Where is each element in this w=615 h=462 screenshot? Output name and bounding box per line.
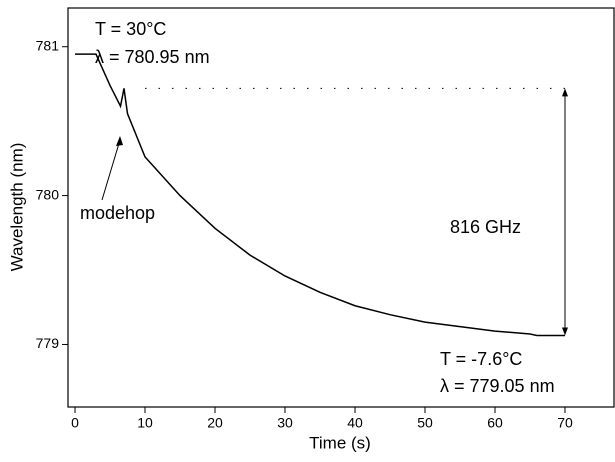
x-tick-label: 30 xyxy=(277,415,293,431)
x-tick-label: 0 xyxy=(71,415,79,431)
annotation: 816 GHz xyxy=(450,217,521,237)
x-tick-label: 10 xyxy=(137,415,153,431)
annotation-arrow xyxy=(101,139,121,201)
x-axis-label: Time (s) xyxy=(309,433,371,452)
x-tick-label: 20 xyxy=(207,415,223,431)
x-tick-label: 40 xyxy=(347,415,363,431)
y-tick-label: 781 xyxy=(36,37,60,53)
x-tick-label: 50 xyxy=(417,415,433,431)
annotation: T = -7.6°C xyxy=(440,349,522,369)
annotation-arrowhead xyxy=(116,136,123,146)
y-axis-label: Wavelength (nm) xyxy=(7,143,26,272)
line-series xyxy=(75,53,565,337)
annotation: λ = 780.95 nm xyxy=(95,47,210,67)
annotation: λ = 779.05 nm xyxy=(440,376,555,396)
annotation: modehop xyxy=(80,203,155,223)
y-tick-label: 780 xyxy=(36,186,60,202)
x-tick-label: 60 xyxy=(487,415,503,431)
y-tick-label: 779 xyxy=(36,335,60,351)
x-tick-label: 70 xyxy=(557,415,573,431)
annotation: T = 30°C xyxy=(95,19,166,39)
plot-frame xyxy=(67,7,615,408)
